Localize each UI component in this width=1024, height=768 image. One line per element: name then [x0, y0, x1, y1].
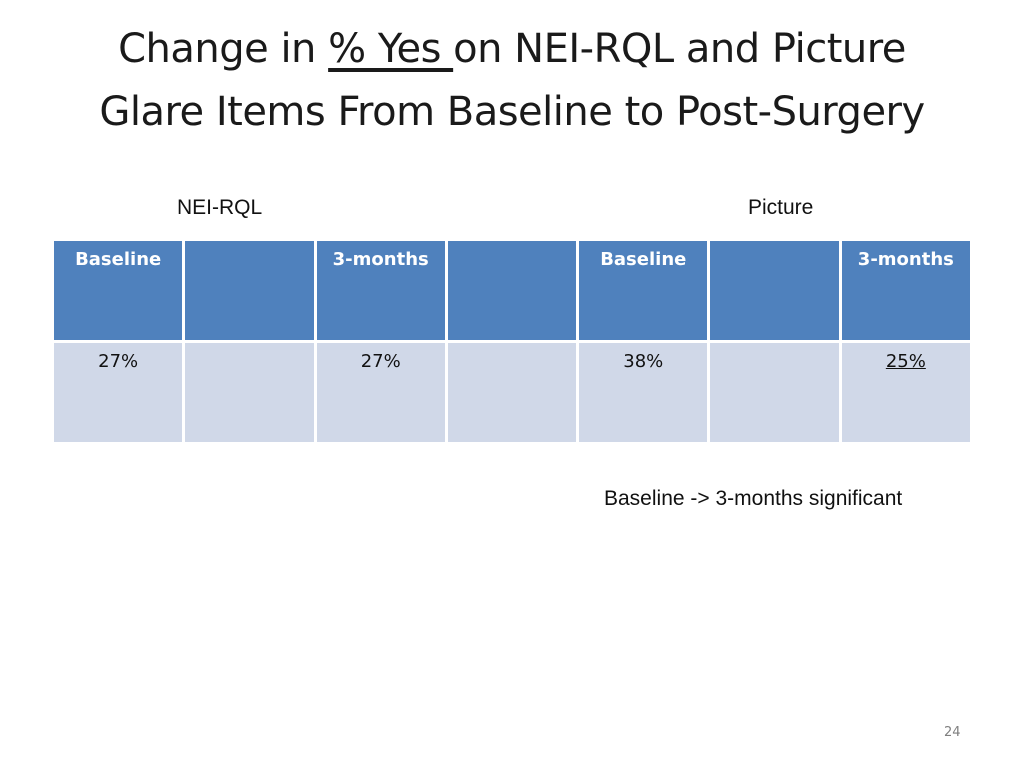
nei-rql-label: NEI-RQL: [177, 196, 263, 219]
header-cell-nei-baseline: Baseline: [50, 238, 186, 343]
title-underlined-text: % Yes: [328, 26, 454, 72]
cell-nei-3-months: 27%: [313, 340, 448, 445]
table-header-row: Baseline 3-months Baseline 3-months: [50, 238, 974, 343]
page-number: 24: [944, 725, 961, 740]
header-cell-spacer-2: [444, 238, 580, 343]
title-text-end: on NEI-RQL and Picture: [453, 26, 906, 72]
significance-note: Baseline -> 3-months significant: [604, 487, 903, 510]
slide-title: Change in % Yes on NEI-RQL and Picture G…: [0, 18, 1024, 144]
title-line-1: Change in % Yes on NEI-RQL and Picture: [0, 18, 1024, 81]
cell-spacer-2: [444, 340, 580, 445]
title-line-2: Glare Items From Baseline to Post-Surger…: [99, 89, 925, 135]
title-text-start: Change in: [118, 26, 329, 72]
header-cell-nei-3-months: 3-months: [313, 238, 448, 343]
cell-nei-baseline: 27%: [50, 340, 186, 445]
header-cell-picture-3-months: 3-months: [838, 238, 974, 343]
picture-label: Picture: [748, 196, 814, 219]
cell-spacer-3: [707, 340, 842, 445]
cell-picture-3-months: 25%: [838, 340, 974, 445]
cell-picture-3-months-value: 25%: [885, 351, 926, 372]
cell-picture-baseline: 38%: [576, 340, 711, 445]
header-cell-spacer-1: [182, 238, 317, 343]
header-cell-spacer-3: [707, 238, 842, 343]
table-row: 27% 27% 38% 25%: [50, 340, 974, 445]
cell-spacer-1: [182, 340, 317, 445]
results-table: Baseline 3-months Baseline 3-months 27% …: [50, 238, 974, 445]
header-cell-picture-baseline: Baseline: [576, 238, 711, 343]
